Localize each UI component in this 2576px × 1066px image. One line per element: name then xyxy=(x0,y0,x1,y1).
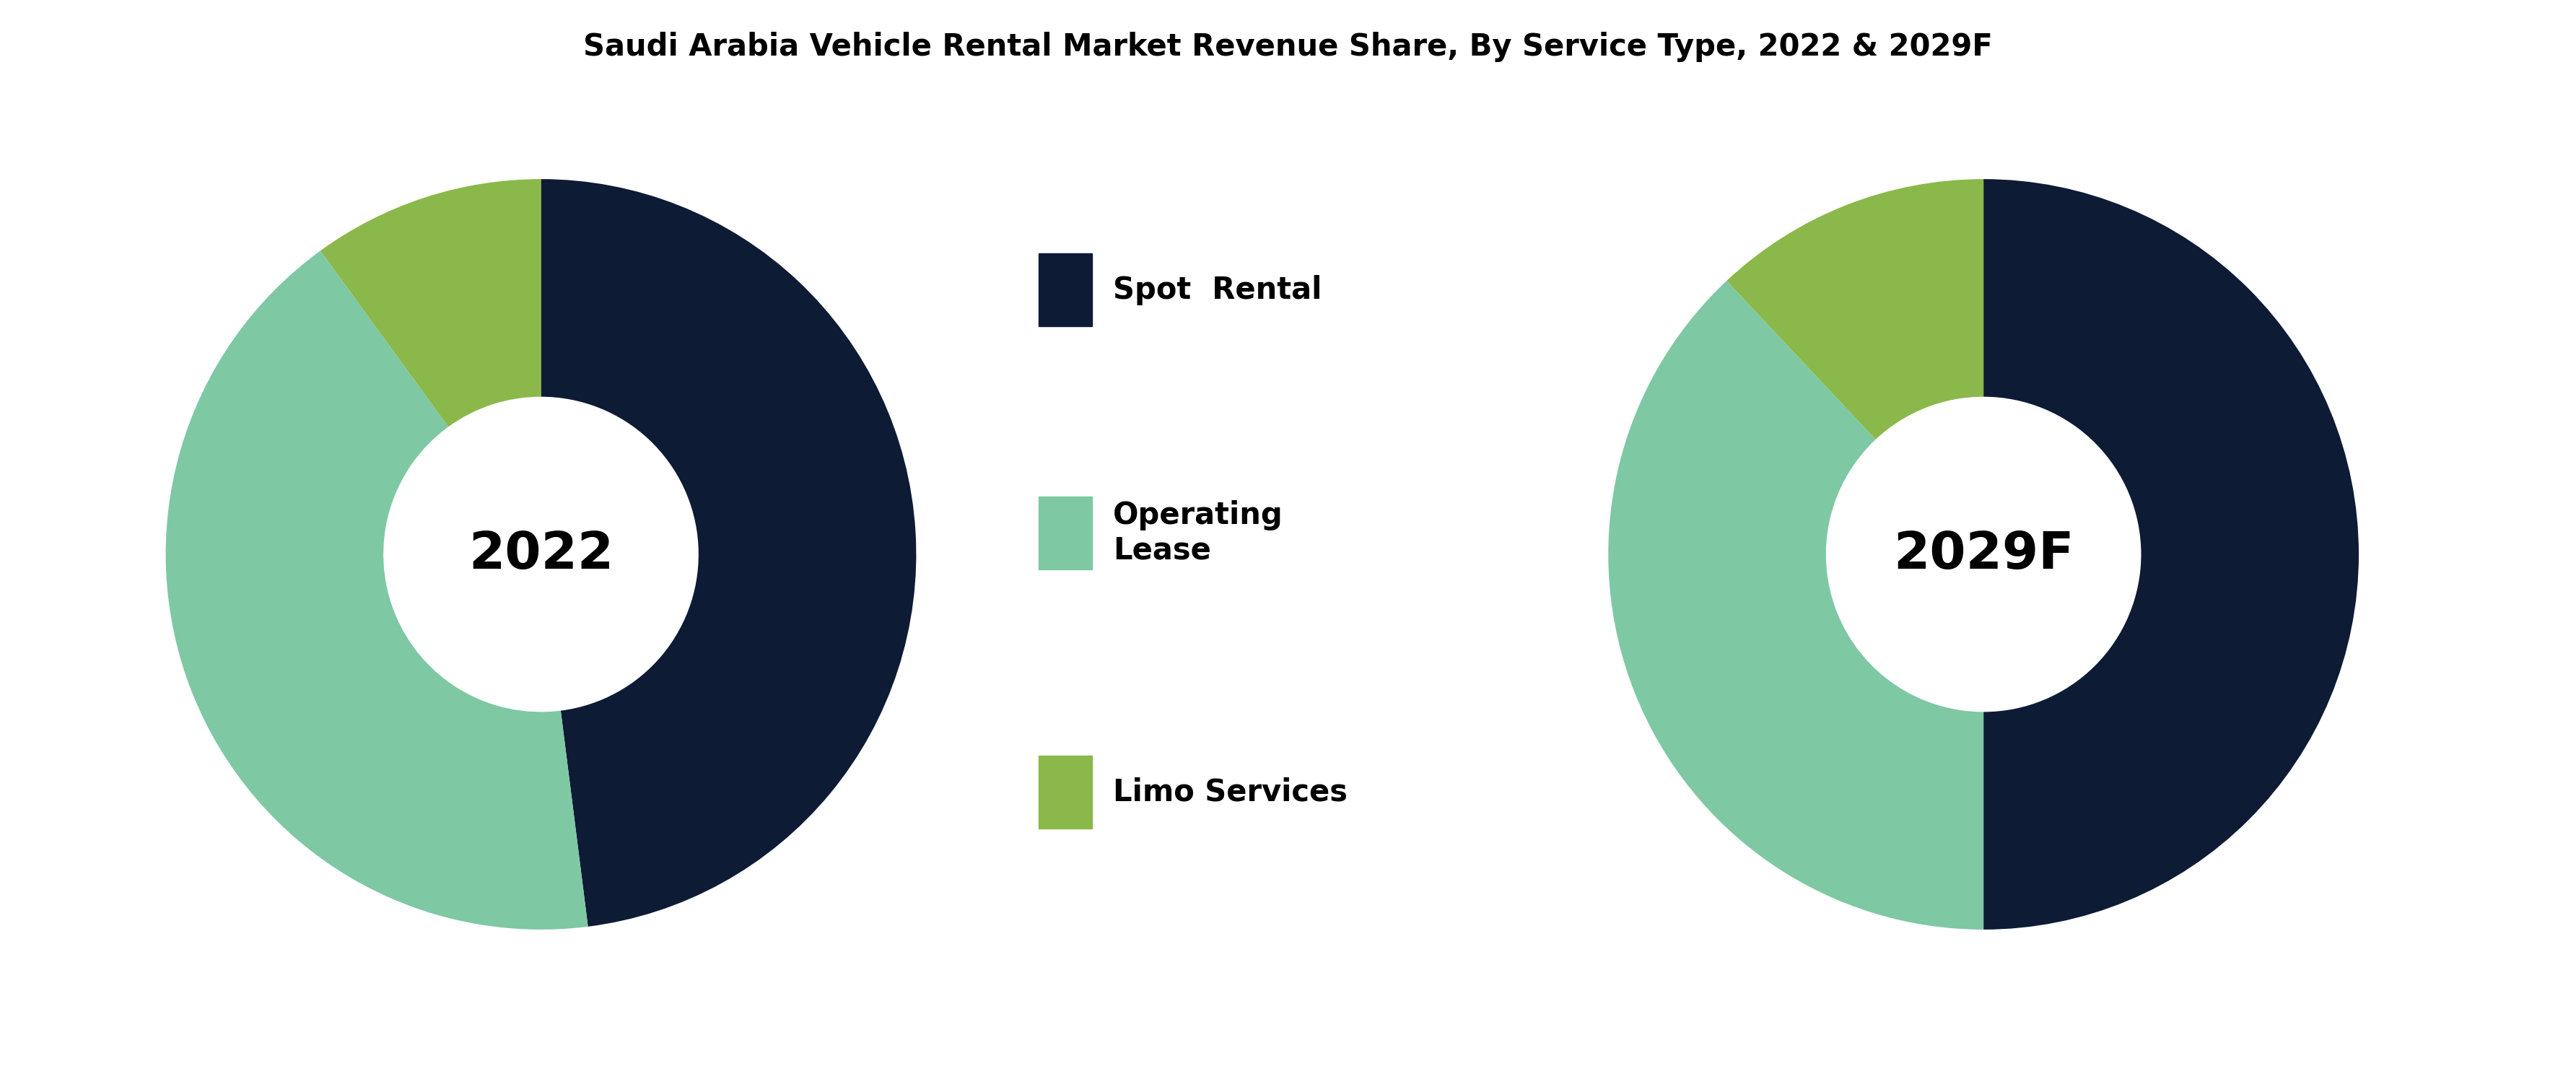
Wedge shape xyxy=(1726,179,1984,439)
Wedge shape xyxy=(319,179,541,426)
Text: Spot  Rental: Spot Rental xyxy=(1113,275,1321,305)
FancyBboxPatch shape xyxy=(1038,254,1092,326)
Text: 2022: 2022 xyxy=(469,530,613,579)
Wedge shape xyxy=(541,179,917,926)
Text: Limo Services: Limo Services xyxy=(1113,777,1347,807)
FancyBboxPatch shape xyxy=(1038,497,1092,569)
Wedge shape xyxy=(1607,280,1984,930)
Text: Operating
Lease: Operating Lease xyxy=(1113,500,1283,566)
Text: 2029F: 2029F xyxy=(1893,530,2074,579)
Wedge shape xyxy=(1984,179,2360,930)
FancyBboxPatch shape xyxy=(1038,756,1092,828)
Wedge shape xyxy=(165,251,587,930)
Text: Saudi Arabia Vehicle Rental Market Revenue Share, By Service Type, 2022 & 2029F: Saudi Arabia Vehicle Rental Market Reven… xyxy=(582,32,1994,62)
